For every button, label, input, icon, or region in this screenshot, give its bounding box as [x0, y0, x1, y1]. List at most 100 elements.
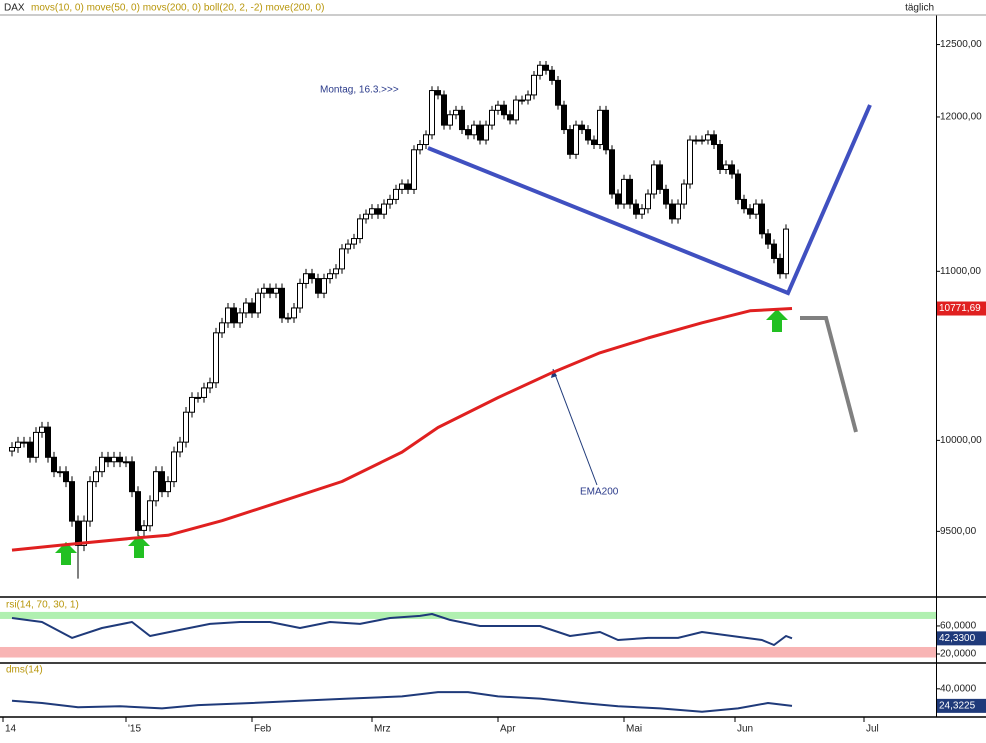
candle-body	[285, 317, 291, 320]
value-label-box	[937, 631, 986, 646]
candle-body	[615, 193, 621, 205]
x-tick-label: Jul	[866, 724, 879, 735]
candle-body	[663, 188, 669, 205]
buy-arrow	[55, 542, 77, 565]
candle-body	[447, 114, 453, 126]
candle-body	[597, 109, 603, 146]
candle-body	[273, 287, 279, 294]
candle-body	[681, 183, 687, 205]
y-tick-label: 11000,00	[940, 266, 981, 277]
candle-body	[717, 144, 723, 170]
candle-body	[531, 74, 537, 96]
candle-body	[639, 208, 645, 215]
candle-body	[771, 243, 777, 259]
y-tick-label: 9500,00	[940, 526, 977, 537]
x-tick-label: Apr	[500, 724, 516, 735]
buy-arrow	[128, 535, 150, 558]
value-label: 24,3225	[939, 701, 976, 712]
candle-body	[741, 198, 747, 210]
candle-body	[375, 208, 381, 215]
candle-body	[507, 114, 513, 121]
candle-body	[393, 188, 399, 200]
candle-body	[321, 278, 327, 294]
candle-body	[261, 287, 267, 294]
candle-body	[225, 307, 231, 324]
candle-body	[315, 278, 321, 294]
value-label-box	[937, 698, 986, 713]
candle-body	[153, 471, 159, 502]
x-tick-label: Mai	[626, 724, 642, 735]
period: täglich	[905, 3, 934, 14]
candle-body	[189, 396, 195, 413]
candle-body	[117, 456, 123, 463]
candle-body	[429, 90, 435, 136]
candle-body	[33, 431, 39, 458]
series-line	[11, 613, 793, 646]
candle-body	[159, 471, 165, 493]
candle-body	[585, 129, 591, 141]
candle-body	[657, 164, 663, 190]
candle-body	[303, 273, 309, 284]
candle-body	[645, 193, 651, 210]
candle-body	[237, 312, 243, 324]
candle-body	[621, 178, 627, 205]
candle-body	[687, 139, 693, 185]
candle-body	[453, 109, 459, 116]
candle-body	[567, 129, 573, 155]
series-line	[11, 691, 793, 713]
candle-body	[633, 203, 639, 215]
candle-body	[249, 302, 255, 314]
candle-body	[45, 426, 51, 458]
panel-title: rsi(14, 70, 30, 1)	[6, 600, 79, 611]
candle-body	[357, 218, 363, 240]
candle-body	[9, 446, 15, 452]
candle-body	[309, 273, 315, 280]
candle-body	[603, 109, 609, 151]
candle-body	[543, 64, 549, 71]
candle-body	[399, 183, 405, 190]
candle-body	[609, 149, 615, 195]
candle-body	[405, 183, 411, 190]
candle-body	[75, 520, 81, 546]
candle-body	[279, 287, 285, 319]
candle-body	[255, 292, 261, 314]
candle-body	[519, 99, 525, 102]
value-label: 10771,69	[939, 303, 981, 314]
value-label: 42,3300	[939, 633, 976, 644]
panel-title: dms(14)	[6, 665, 43, 676]
candle-body	[783, 228, 789, 275]
candle-body	[231, 307, 237, 324]
y-tick-label: 20,0000	[940, 649, 977, 660]
candle-body	[423, 134, 429, 146]
threshold-band	[0, 611, 936, 619]
candle-body	[477, 124, 483, 141]
trend-line	[427, 104, 872, 296]
candle-body	[111, 456, 117, 463]
candle-body	[561, 104, 567, 131]
candle-body	[441, 94, 447, 126]
candle-body	[369, 208, 375, 215]
candle-body	[123, 461, 129, 464]
candle-body	[87, 481, 93, 522]
candle-body	[501, 104, 507, 116]
candle-body	[39, 426, 45, 433]
candle-body	[525, 94, 531, 101]
candle-body	[387, 198, 393, 205]
buy-arrow	[766, 309, 788, 332]
candle-body	[135, 491, 141, 531]
candle-body	[465, 129, 471, 136]
candle-body	[693, 139, 699, 142]
x-tick-label: '15	[128, 724, 141, 735]
candle-body	[711, 134, 717, 146]
drawings	[55, 104, 872, 565]
candle-body	[735, 173, 741, 200]
candle-body	[411, 149, 417, 190]
candle-body	[207, 382, 213, 389]
candle-body	[777, 257, 783, 275]
candle-body	[345, 243, 351, 250]
candle-body	[171, 451, 177, 483]
x-tick-label: Feb	[254, 724, 272, 735]
y-tick-label: 12000,00	[940, 112, 982, 123]
x-tick-label: 14	[5, 724, 17, 735]
